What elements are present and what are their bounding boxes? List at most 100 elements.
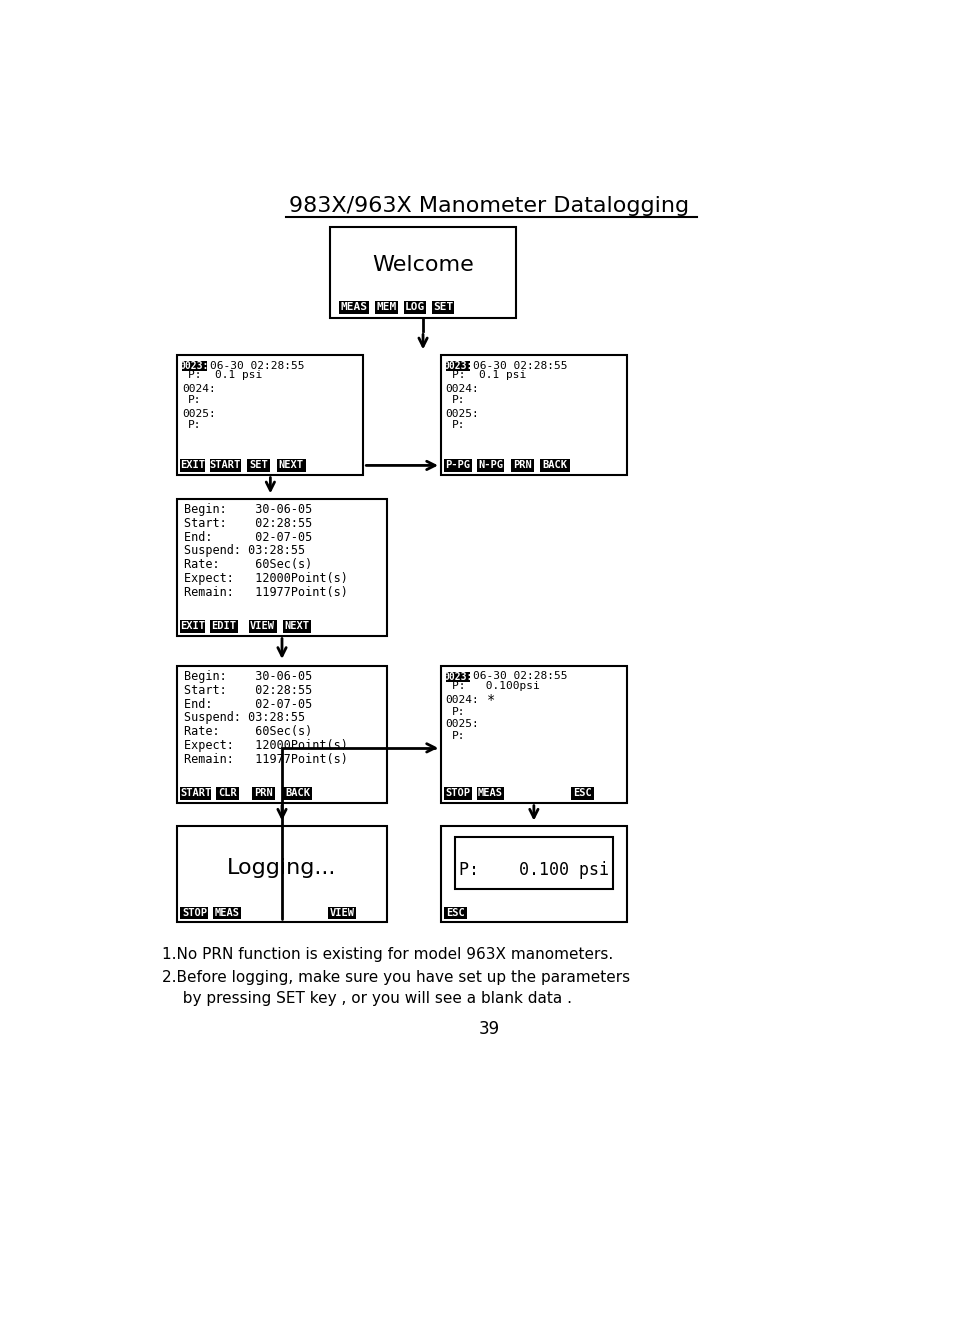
Text: STOP: STOP xyxy=(445,789,470,798)
Bar xyxy=(252,788,274,800)
Text: MEAS: MEAS xyxy=(477,789,502,798)
Text: P:: P: xyxy=(188,419,201,430)
Text: Remain:   11977Point(s): Remain: 11977Point(s) xyxy=(183,586,347,599)
Text: START: START xyxy=(210,461,241,470)
Text: ESC: ESC xyxy=(446,907,464,918)
Text: 0024:: 0024: xyxy=(182,384,215,394)
Bar xyxy=(440,825,626,922)
Bar xyxy=(571,788,594,800)
Text: 2.Before logging, make sure you have set up the parameters: 2.Before logging, make sure you have set… xyxy=(162,970,629,985)
Text: MEM: MEM xyxy=(376,302,396,312)
Bar xyxy=(182,362,207,371)
Bar xyxy=(180,907,208,919)
Bar xyxy=(177,499,386,636)
Bar xyxy=(455,837,612,888)
Text: EXIT: EXIT xyxy=(180,621,205,632)
Bar xyxy=(404,301,426,313)
Bar xyxy=(445,362,470,371)
Bar xyxy=(330,227,516,317)
Bar xyxy=(177,825,386,922)
Text: Suspend: 03:28:55: Suspend: 03:28:55 xyxy=(183,711,304,724)
Bar xyxy=(375,301,397,313)
Text: CLR: CLR xyxy=(218,789,237,798)
Text: P:: P: xyxy=(452,731,465,742)
Bar xyxy=(276,460,306,472)
Text: Begin:    30-06-05: Begin: 30-06-05 xyxy=(183,503,312,516)
Text: 06-30 02:28:55: 06-30 02:28:55 xyxy=(473,362,567,371)
Bar xyxy=(210,620,237,633)
Text: P-PG: P-PG xyxy=(445,461,470,470)
Text: 0024:: 0024: xyxy=(445,695,478,704)
Text: 39: 39 xyxy=(477,1020,499,1038)
Bar xyxy=(247,460,270,472)
Text: PRN: PRN xyxy=(253,789,273,798)
Text: P:: P: xyxy=(452,395,465,405)
Text: 0024:: 0024: xyxy=(445,384,478,394)
Bar xyxy=(282,788,312,800)
Text: End:      02-07-05: End: 02-07-05 xyxy=(183,698,312,711)
Text: *: * xyxy=(487,692,496,707)
Text: ESC: ESC xyxy=(573,789,592,798)
Text: by pressing SET key , or you will see a blank data .: by pressing SET key , or you will see a … xyxy=(173,992,572,1007)
Text: N-PG: N-PG xyxy=(477,461,502,470)
Text: Start:    02:28:55: Start: 02:28:55 xyxy=(183,684,312,696)
Text: Rate:     60Sec(s): Rate: 60Sec(s) xyxy=(183,558,312,571)
Text: 0025:: 0025: xyxy=(182,409,215,419)
Bar xyxy=(443,788,472,800)
Text: Remain:   11977Point(s): Remain: 11977Point(s) xyxy=(183,753,347,766)
Text: STOP: STOP xyxy=(182,907,207,918)
Bar xyxy=(539,460,569,472)
Text: PRN: PRN xyxy=(513,461,531,470)
Bar xyxy=(180,620,205,633)
Text: MEAS: MEAS xyxy=(340,302,367,312)
Text: SET: SET xyxy=(433,302,453,312)
Text: End:      02-07-05: End: 02-07-05 xyxy=(183,531,312,543)
Text: P:  0.1 psi: P: 0.1 psi xyxy=(188,371,262,380)
Bar xyxy=(177,665,386,802)
Text: EDIT: EDIT xyxy=(212,621,236,632)
Bar xyxy=(440,665,626,802)
Bar xyxy=(476,788,504,800)
Text: P:: P: xyxy=(188,395,201,405)
Bar xyxy=(432,301,454,313)
Bar xyxy=(339,301,369,313)
Text: NEXT: NEXT xyxy=(284,621,309,632)
Text: 06-30 02:28:55: 06-30 02:28:55 xyxy=(473,672,567,681)
Text: Suspend: 03:28:55: Suspend: 03:28:55 xyxy=(183,544,304,558)
Text: SET: SET xyxy=(249,461,268,470)
Bar xyxy=(216,788,239,800)
Text: 983X/963X Manometer Datalogging: 983X/963X Manometer Datalogging xyxy=(289,196,688,216)
Text: Expect:   12000Point(s): Expect: 12000Point(s) xyxy=(183,573,347,585)
Bar xyxy=(180,460,205,472)
Text: Rate:     60Sec(s): Rate: 60Sec(s) xyxy=(183,726,312,738)
Bar xyxy=(476,460,504,472)
Text: START: START xyxy=(180,789,212,798)
Bar xyxy=(180,788,212,800)
Bar xyxy=(210,460,241,472)
Text: VIEW: VIEW xyxy=(250,621,274,632)
Bar xyxy=(510,460,534,472)
Text: NEXT: NEXT xyxy=(278,461,303,470)
Text: P:  0.1 psi: P: 0.1 psi xyxy=(452,371,525,380)
Text: 1.No PRN function is existing for model 963X manometers.: 1.No PRN function is existing for model … xyxy=(162,946,613,962)
Bar xyxy=(282,620,311,633)
Bar xyxy=(177,355,363,474)
Text: P:: P: xyxy=(452,707,465,716)
Text: BACK: BACK xyxy=(541,461,567,470)
Text: Start:    02:28:55: Start: 02:28:55 xyxy=(183,516,312,530)
Bar xyxy=(440,355,626,474)
Text: Logging...: Logging... xyxy=(227,857,336,878)
Text: P:: P: xyxy=(452,419,465,430)
Bar xyxy=(443,460,472,472)
Text: BACK: BACK xyxy=(285,789,310,798)
Text: P:    0.100 psi: P: 0.100 psi xyxy=(458,862,608,879)
Text: 0023:: 0023: xyxy=(443,672,472,681)
Text: EXIT: EXIT xyxy=(180,461,205,470)
Bar xyxy=(213,907,241,919)
Bar xyxy=(445,672,470,681)
Bar xyxy=(328,907,356,919)
Text: 0025:: 0025: xyxy=(445,719,478,730)
Text: VIEW: VIEW xyxy=(330,907,355,918)
Text: Expect:   12000Point(s): Expect: 12000Point(s) xyxy=(183,739,347,753)
Text: P:   0.100psi: P: 0.100psi xyxy=(452,680,538,691)
